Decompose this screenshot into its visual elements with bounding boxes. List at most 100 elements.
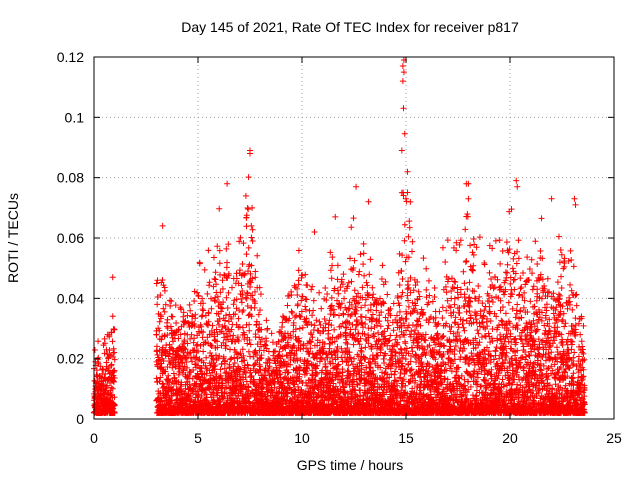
data-point: [164, 332, 171, 339]
data-point: [180, 309, 187, 316]
data-point: [100, 367, 107, 374]
data-point: [196, 260, 203, 267]
data-point: [110, 369, 117, 376]
data-point: [111, 394, 118, 401]
data-point: [245, 348, 252, 355]
data-point: [224, 259, 231, 266]
data-point: [108, 384, 115, 391]
data-point: [216, 205, 223, 212]
data-point: [331, 326, 338, 333]
data-point: [396, 282, 403, 289]
data-point: [190, 367, 197, 374]
data-point: [199, 306, 206, 313]
data-point: [191, 297, 198, 304]
data-point: [164, 324, 171, 331]
data-point: [212, 276, 219, 283]
data-point: [318, 305, 325, 312]
data-point: [348, 224, 355, 231]
data-point: [109, 338, 116, 345]
data-point: [109, 313, 116, 320]
data-point: [111, 326, 118, 333]
data-point: [169, 364, 176, 371]
data-point: [235, 315, 242, 322]
chart-title: Day 145 of 2021, Rate Of TEC Index for r…: [181, 19, 519, 35]
data-point: [264, 325, 271, 332]
data-point: [157, 292, 164, 299]
data-point: [406, 218, 413, 225]
data-point: [367, 256, 374, 263]
data-point: [201, 389, 208, 396]
data-point: [111, 401, 118, 408]
data-point: [108, 362, 115, 369]
data-point: [295, 267, 302, 274]
data-point: [103, 383, 110, 390]
data-point: [379, 330, 386, 337]
data-point: [248, 234, 255, 241]
data-point: [154, 301, 161, 308]
data-point: [408, 328, 415, 335]
data-point: [321, 315, 328, 322]
data-point: [91, 347, 98, 354]
data-point: [308, 331, 315, 338]
data-point: [373, 307, 380, 314]
data-point: [159, 277, 166, 284]
data-point: [407, 367, 414, 374]
data-point: [295, 247, 302, 254]
data-point: [358, 313, 365, 320]
data-point: [351, 287, 358, 294]
data-point: [209, 322, 216, 329]
data-point: [348, 278, 355, 285]
data-point: [399, 289, 406, 296]
data-point: [216, 260, 223, 267]
data-point: [217, 366, 224, 373]
data-point: [156, 356, 163, 363]
data-point: [249, 237, 256, 244]
data-point: [357, 251, 364, 258]
data-point: [381, 359, 388, 366]
data-point: [347, 354, 354, 361]
data-point: [153, 375, 160, 382]
data-point: [166, 361, 173, 368]
data-point: [316, 289, 323, 296]
data-point: [163, 392, 170, 399]
data-point: [187, 393, 194, 400]
data-point: [162, 301, 169, 308]
data-point: [228, 355, 235, 362]
data-point: [155, 357, 162, 364]
data-point: [191, 335, 198, 342]
data-point: [252, 274, 259, 281]
data-point: [401, 221, 408, 228]
data-point: [158, 336, 165, 343]
data-point: [405, 233, 412, 240]
data-point: [108, 329, 115, 336]
data-point: [294, 301, 301, 308]
data-point: [95, 354, 102, 361]
data-point: [324, 290, 331, 297]
data-point: [164, 363, 171, 370]
data-point: [398, 293, 405, 300]
data-point: [168, 298, 175, 305]
data-point: [360, 250, 367, 257]
data-point: [161, 333, 168, 340]
data-point: [208, 305, 215, 312]
data-point: [184, 364, 191, 371]
data-point: [194, 341, 201, 348]
data-point: [236, 267, 243, 274]
data-point: [239, 261, 246, 268]
data-point: [429, 298, 436, 305]
data-point: [334, 262, 341, 269]
data-point: [325, 321, 332, 328]
data-point: [247, 353, 254, 360]
data-point: [156, 318, 163, 325]
data-point: [361, 272, 368, 279]
data-point: [110, 378, 117, 385]
data-point: [194, 289, 201, 296]
data-point: [308, 286, 315, 293]
data-point: [379, 262, 386, 269]
data-point: [381, 328, 388, 335]
data-point: [238, 295, 245, 302]
data-point: [181, 318, 188, 325]
data-point: [175, 327, 182, 334]
data-point: [254, 252, 261, 259]
